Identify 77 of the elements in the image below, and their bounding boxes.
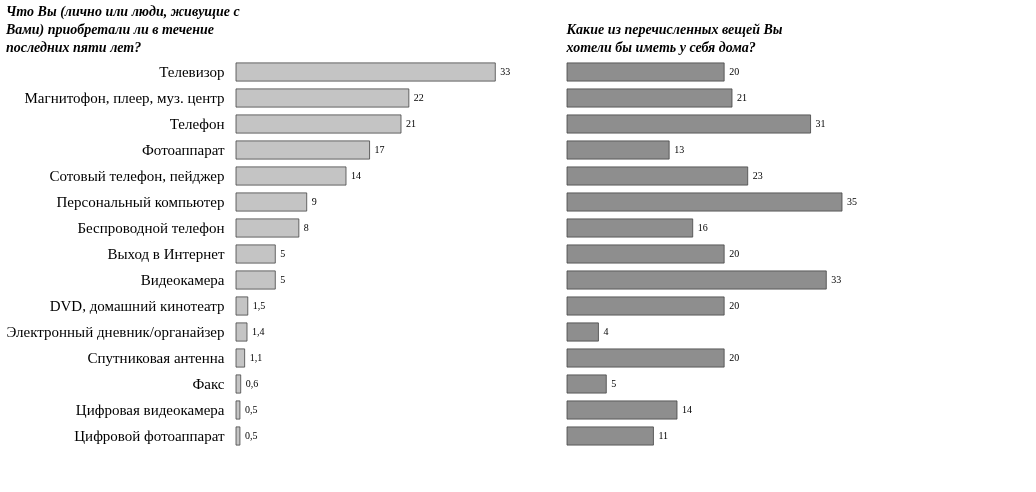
data-label: 11 bbox=[658, 430, 669, 441]
y-tick-label: Факс bbox=[192, 376, 225, 392]
data-label: 0,6 bbox=[245, 378, 259, 389]
data-label: 1,1 bbox=[249, 352, 263, 363]
y-tick-label: Телефон bbox=[169, 116, 225, 132]
data-label: 20 bbox=[729, 352, 740, 363]
bar bbox=[566, 426, 654, 446]
bar bbox=[566, 192, 843, 212]
bar bbox=[235, 400, 241, 420]
bar bbox=[235, 322, 248, 342]
y-tick-label: Электронный дневник/органайзер bbox=[6, 324, 225, 340]
y-tick-label: Сотовый телефон, пейджер bbox=[49, 168, 225, 184]
bar bbox=[566, 400, 678, 420]
bar bbox=[235, 374, 242, 394]
bar bbox=[566, 296, 725, 316]
bar bbox=[235, 426, 241, 446]
data-label: 5 bbox=[280, 248, 286, 259]
bar bbox=[566, 270, 827, 290]
data-label: 20 bbox=[729, 66, 740, 77]
data-label: 0,5 bbox=[244, 404, 258, 415]
y-tick-label: DVD, домашний кинотеатр bbox=[49, 298, 225, 314]
y-tick-label: Магнитофон, плеер, муз. центр bbox=[24, 90, 225, 106]
y-tick-label: Видеокамера bbox=[140, 272, 225, 288]
bar bbox=[235, 166, 347, 186]
data-label: 22 bbox=[413, 92, 424, 103]
bar bbox=[566, 374, 607, 394]
text: Что Вы (лично или люди, живущие с Вами) приобретали ли в течение последних пяти лет? bbox=[4, 4, 241, 55]
bar bbox=[566, 140, 670, 160]
y-tick-label: Цифровая видеокамера bbox=[75, 402, 225, 418]
bar bbox=[566, 114, 811, 134]
bar bbox=[235, 270, 276, 290]
chart-title: Какие из перечисленных вещей Вы хотели бы иметь у себя дома? bbox=[565, 22, 783, 55]
y-tick-label: Беспроводной телефон bbox=[77, 220, 225, 236]
data-label: 5 bbox=[611, 378, 617, 389]
data-label: 33 bbox=[831, 274, 842, 285]
bar bbox=[235, 114, 402, 134]
data-label: 0,5 bbox=[244, 430, 258, 441]
data-label: 21 bbox=[406, 118, 416, 129]
bar bbox=[566, 244, 725, 264]
data-label: 16 bbox=[697, 222, 708, 233]
bar bbox=[235, 192, 308, 212]
bar bbox=[235, 62, 496, 82]
data-label: 17 bbox=[374, 144, 385, 155]
data-label: 9 bbox=[311, 196, 317, 207]
bar bbox=[566, 348, 725, 368]
data-label: 20 bbox=[729, 300, 740, 311]
data-label: 23 bbox=[752, 170, 763, 181]
data-label: 20 bbox=[729, 248, 740, 259]
y-tick-label: Цифровой фотоаппарат bbox=[74, 428, 225, 444]
bar bbox=[566, 322, 599, 342]
y-tick-label: Выход в Интернет bbox=[107, 246, 225, 262]
data-label: 14 bbox=[351, 170, 361, 181]
data-label: 35 bbox=[847, 196, 857, 207]
y-tick-label: Фотоаппарат bbox=[141, 142, 225, 158]
data-label: 5 bbox=[280, 274, 286, 285]
data-label: 1,5 bbox=[252, 300, 266, 311]
data-label: 13 bbox=[674, 144, 685, 155]
y-tick-label: Телевизор bbox=[159, 64, 225, 80]
data-label: 21 bbox=[737, 92, 747, 103]
bar bbox=[566, 62, 725, 82]
bar bbox=[235, 296, 249, 316]
data-label: 1,4 bbox=[252, 326, 265, 337]
bar bbox=[566, 166, 749, 186]
bar bbox=[235, 218, 300, 238]
y-tick-label: Спутниковая антенна bbox=[87, 350, 225, 366]
data-label: 4 bbox=[603, 326, 609, 337]
y-tick-label: Персональный компьютер bbox=[56, 194, 225, 210]
data-label: 31 bbox=[815, 118, 826, 129]
data-label: 33 bbox=[500, 66, 511, 77]
bar bbox=[235, 88, 410, 108]
data-label: 8 bbox=[303, 222, 309, 233]
bar bbox=[235, 244, 276, 264]
bar bbox=[566, 218, 694, 238]
bar bbox=[235, 140, 370, 160]
bar bbox=[235, 348, 246, 368]
data-label: 14 bbox=[682, 404, 692, 415]
bar bbox=[566, 88, 733, 108]
